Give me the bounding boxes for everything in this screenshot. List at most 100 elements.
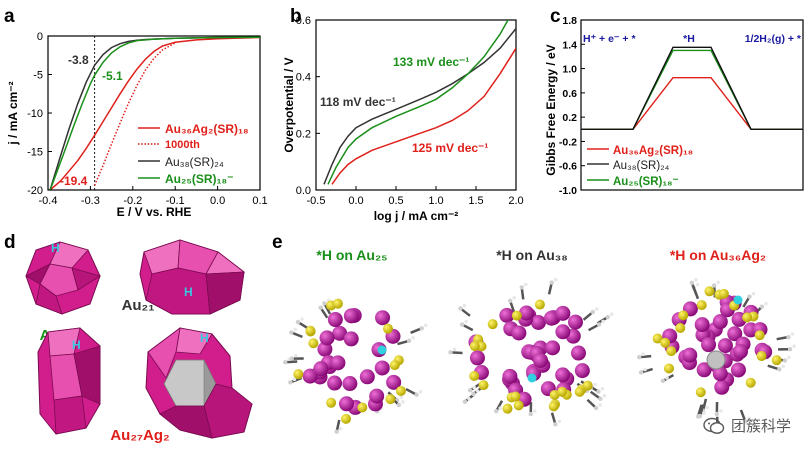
s-atom [771,355,782,366]
hydrogen-atom [322,301,327,306]
s-atom [695,387,706,398]
au-atom [696,362,712,378]
au12-h-marker: H [51,241,60,255]
hydrogen-atom [459,322,465,327]
hydrogen-atom [716,280,721,285]
s-atom [395,385,406,396]
au-atom [543,310,559,326]
au-atom [555,367,571,383]
hydrogen-atom [549,280,554,285]
chart-a-ytick-2: -10 [27,108,43,120]
hydrogen-atom [594,307,599,311]
chart-b-annotation-black: 118 mV dec⁻¹ [320,95,396,109]
hydrogen-atom [743,418,748,424]
hydrogen-atom [458,306,463,311]
polyhedron-au12: H [25,241,101,315]
hydrogen-atom [396,402,402,408]
hydrogen-atom [475,389,480,393]
chart-b-ytick-0: 0.0 [296,185,311,197]
hydrogen-atom [414,392,419,397]
chart-a-ytick-3: -15 [27,147,43,159]
hydrogen-atom [719,409,723,413]
title-h-on-au36ag2: *H on Au₃₆Ag₂ [670,247,766,263]
hydrogen-atom [792,344,796,348]
au-atom [302,368,318,384]
chart-c-state-1: *H [683,33,695,45]
hydrogen-atom [295,319,301,325]
hydrogen-atom [462,399,468,404]
hydrogen-atom [637,354,642,360]
chart-c-ylabel: Gibbs Free Energy / eV [545,44,558,175]
hydrogen-atom [641,352,646,356]
hydrogen-atom [598,403,602,407]
hydrogen-atom [787,346,793,352]
hydrogen-atom [452,347,457,352]
hydrogen-atom [338,426,343,431]
chart-c-state-2: 1/2H₂(g) + * [745,33,802,45]
hydrogen-atom [759,304,765,309]
s-atom [678,310,689,321]
polyhedron-au21: H [139,239,246,315]
au-atom [567,314,583,330]
au-atom [313,361,329,377]
hydrogen-atom [418,389,423,394]
s-atom [745,377,756,388]
au-atom [317,341,333,357]
chart-a-polarization: -0.4 -0.3 -0.2 -0.1 0.0 0.1 0 -5 -10 -15 -20 E / V… [6,31,268,219]
chart-c-frame [580,19,804,191]
hydrogen-atom [557,419,562,424]
hydrogen-atom [600,386,605,391]
panel-label-d: d [4,232,16,253]
chart-a-ytick-4: -20 [27,185,43,197]
au-atom [369,388,385,404]
hydrogen-atom [519,285,524,290]
hydrogen-atom [512,296,516,300]
adsorbed-h-atom [377,345,387,355]
s-atom [332,298,343,309]
chart-c-ytick-4: 0.2 [562,112,577,124]
s-atom [704,286,715,297]
s-atom [357,402,368,413]
s-atom [742,312,753,323]
cluster-au38 [448,277,614,427]
au-atom [530,314,546,330]
chart-c-state-0: H⁺ + e⁻ + * [583,33,636,45]
hydrogen-atom [494,409,499,414]
label-au21: Au₂₁ [122,297,155,314]
hydrogen-atom [406,338,412,343]
hydrogen-atom [553,277,558,282]
hydrogen-atom [660,378,666,384]
s-atom [574,386,585,397]
hydrogen-atom [423,323,428,328]
s-atom [756,351,767,362]
hydrogen-atom [782,358,788,363]
chart-a-xtick-1: -0.3 [81,195,100,207]
chart-b-xtick-5: 2.0 [508,195,523,207]
au-atom [343,331,359,347]
s-atom [469,371,480,382]
chart-b-xtick-3: 1.0 [428,195,443,207]
au-atom [555,305,571,321]
hydrogen-atom [601,319,605,324]
hydrogen-atom [532,409,537,413]
hydrogen-atom [665,376,669,380]
chart-a-ytick-0: 0 [37,31,43,43]
chart-b-xlabel: log j / mA cm⁻² [374,209,459,223]
chart-c-free-energy: 1.8 1.4 1.0 0.6 0.2 -0.2 -0.6 -1.0 Gibbs Free E… [545,15,804,197]
au-atom [727,326,743,342]
chart-a-xtick-4: 0.0 [210,195,225,207]
hydrogen-atom [553,422,558,427]
hydrogen-atom [293,353,298,358]
chart-a-series-1 [93,42,176,186]
legend-c-entry-0: Au₃₆Ag₂(SR)₁₈ [613,145,693,157]
hydrogen-atom [638,370,644,375]
hydrogen-atom [462,303,467,308]
au-atom [555,324,571,340]
s-atom [534,299,545,310]
au-atom [338,396,354,412]
au-atom [701,337,717,353]
chart-a-xtick-5: 0.1 [252,195,267,207]
hydrogen-atom [694,278,698,282]
hydrogen-atom [605,314,610,320]
au-atom [518,305,534,321]
